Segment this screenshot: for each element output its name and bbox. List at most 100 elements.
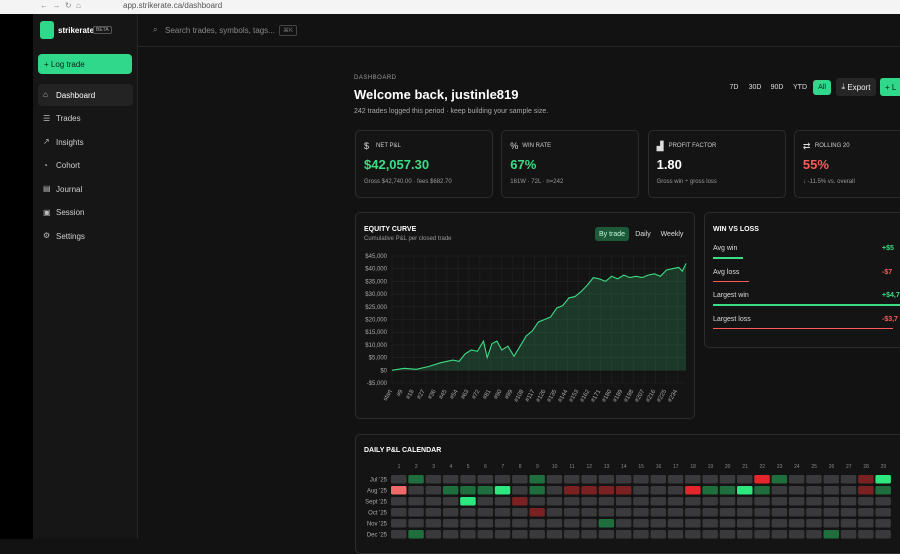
toggle[interactable]: Daily (635, 230, 651, 238)
range-button[interactable]: 7D (729, 84, 739, 91)
day-cell (564, 497, 580, 506)
nav-item[interactable]: ☰ Trades (38, 108, 133, 130)
win-loss-panel (704, 212, 900, 348)
search-icon: ⌕ (153, 25, 158, 34)
page-title: Welcome back, justinle819 (354, 87, 519, 102)
day-cell (754, 508, 770, 517)
day-cell (840, 486, 857, 495)
day-cell (477, 508, 493, 517)
day-cell (546, 497, 563, 506)
day-cell (754, 530, 770, 539)
day-cell (529, 486, 545, 495)
toggle[interactable]: Weekly (660, 230, 684, 238)
day-cell (512, 497, 528, 506)
nav-item[interactable]: ▣ Session (38, 202, 133, 224)
range-button[interactable]: 30D (748, 84, 762, 91)
shortcut: ⌘K (279, 25, 298, 36)
day-cell (650, 475, 666, 484)
day-cell (685, 497, 701, 506)
day-cell (771, 508, 788, 517)
page-subtitle: 242 trades logged this period · keep bui… (354, 108, 549, 115)
day-cell (823, 486, 839, 495)
day-cell (494, 530, 511, 539)
day-label: 3 (432, 464, 435, 470)
day-label: 11 (569, 464, 574, 470)
day-cell (667, 530, 684, 539)
day-cell (667, 519, 684, 528)
card-label: PROFIT FACTOR (668, 143, 717, 149)
day-label: 7 (501, 464, 504, 470)
stat-card: ▟ PROFIT FACTOR 1.80 Gross win ÷ gross loss (647, 130, 786, 198)
card-icon: $ (364, 141, 370, 151)
x-tick-label: #99 (504, 388, 515, 400)
day-cell (529, 475, 545, 484)
month-label: Jul '25 (370, 478, 388, 484)
day-cell (529, 508, 545, 517)
nav-item[interactable]: ▤ Journal (38, 178, 133, 200)
day-label: 21 (742, 464, 748, 470)
day-cell (581, 530, 597, 539)
card-value: 1.80 (656, 157, 682, 172)
url[interactable]: app.strikerate.ca/dashboard (123, 1, 223, 10)
day-label: 13 (604, 464, 610, 470)
nav-item[interactable]: ⚙ Settings (38, 225, 133, 247)
day-cell (633, 508, 649, 517)
card-label: WIN RATE (522, 143, 552, 149)
day-cell (494, 519, 511, 528)
day-cell (737, 497, 753, 506)
day-label: 19 (708, 464, 714, 470)
day-cell (840, 508, 857, 517)
day-cell (702, 508, 718, 517)
day-cell (806, 475, 822, 484)
nav-label: Dashboard (56, 90, 96, 100)
wl-label: Largest win (713, 292, 749, 299)
win-loss-title: WIN VS LOSS (713, 226, 759, 233)
day-cell (840, 530, 857, 539)
day-cell (512, 486, 528, 495)
day-label: 4 (450, 464, 453, 470)
day-cell (529, 497, 545, 506)
nav-label: Settings (56, 231, 85, 241)
day-cell (875, 475, 891, 484)
day-label: 22 (760, 464, 766, 470)
card-icon: % (510, 141, 519, 151)
day-cell (529, 519, 545, 528)
y-tick-label: $45,000 (365, 254, 387, 260)
log-button[interactable]: + L (880, 78, 900, 96)
nav-item[interactable]: ◔ Cohort (38, 155, 133, 177)
day-cell (858, 508, 874, 517)
day-cell (391, 497, 407, 506)
calendar: 1 2 3 4 5 6 7 8 9 10 11 12 13 14 15 16 17 18 19 20 21 22 23 24 2… (365, 464, 891, 539)
day-cell (754, 519, 770, 528)
day-cell (408, 486, 424, 495)
toggle[interactable]: By trade (595, 227, 629, 241)
range-button[interactable]: YTD (793, 84, 807, 91)
brand: strikerate (58, 26, 95, 35)
day-cell (650, 508, 666, 517)
day-cell (633, 530, 649, 539)
day-cell (771, 530, 788, 539)
day-cell (425, 475, 442, 484)
day-cell (460, 530, 476, 539)
day-cell (858, 519, 874, 528)
search-input[interactable]: Search trades, symbols, tags... (165, 26, 275, 35)
day-cell (477, 486, 493, 495)
day-cell (477, 475, 493, 484)
day-cell (598, 486, 615, 495)
day-cell (754, 486, 770, 495)
day-cell (512, 475, 528, 484)
x-tick-label: start (383, 389, 394, 402)
range-button[interactable]: All (813, 80, 831, 95)
day-cell (598, 508, 615, 517)
export-button[interactable]: ⤓ Export (836, 78, 876, 96)
day-cell (702, 530, 718, 539)
nav-item[interactable]: ⌂ Dashboard (38, 84, 133, 106)
log-trade-button[interactable]: + Log trade (38, 54, 132, 74)
range-button[interactable]: 90D (770, 84, 784, 91)
day-cell (702, 486, 718, 495)
day-cell (546, 508, 563, 517)
nav-icon: ▣ (43, 207, 51, 217)
stat-card: $ NET P&L $42,057.30 Gross $42,740.00 · fee… (355, 130, 493, 198)
nav-item[interactable]: ↗ Insights (38, 131, 133, 153)
